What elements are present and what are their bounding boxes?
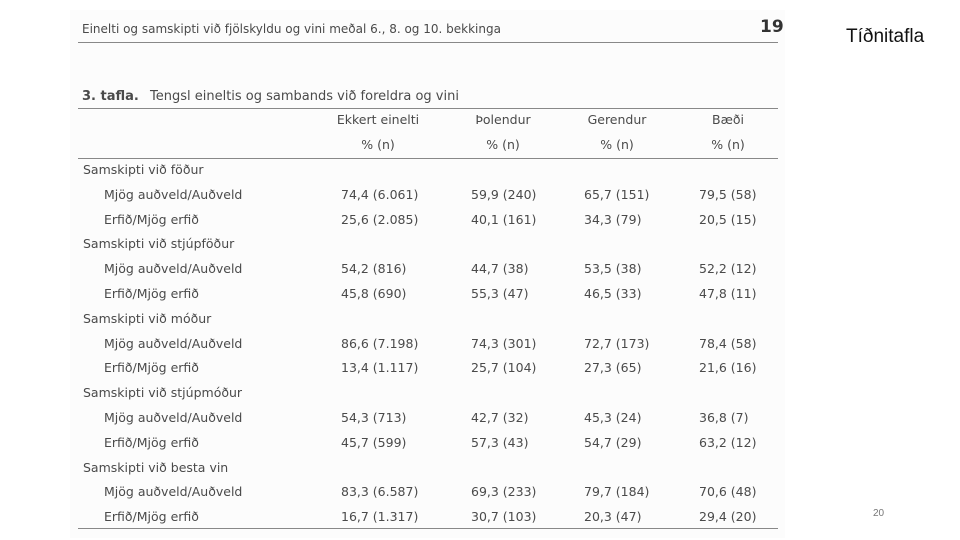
group-label: Samskipti við stjúpmóður bbox=[83, 385, 243, 401]
row-label: Erfið/Mjög erfið bbox=[104, 509, 199, 525]
row-label: Erfið/Mjög erfið bbox=[104, 286, 199, 301]
cell: 16,7 (1.317) bbox=[341, 509, 419, 525]
caption-label: 3. tafla. bbox=[82, 89, 139, 104]
group-label: Samskipti við móður bbox=[83, 310, 212, 326]
cell: 65,7 (151) bbox=[584, 186, 650, 202]
cell: 57,3 (43) bbox=[471, 434, 529, 450]
cell: 70,6 (48) bbox=[699, 484, 757, 500]
cell: 30,7 (103) bbox=[471, 509, 537, 525]
cell: 21,6 (16) bbox=[699, 360, 757, 376]
column-header: Ekkert einelti bbox=[336, 112, 420, 127]
cell: 59,9 (240) bbox=[471, 186, 537, 202]
cell: 86,6 (7.198) bbox=[341, 335, 419, 351]
row-label: Mjög auðveld/Auðveld bbox=[104, 186, 243, 202]
row-label: Mjög auðveld/Auðveld bbox=[104, 335, 243, 351]
cell: 44,7 (38) bbox=[471, 261, 529, 277]
cell: 25,7 (104) bbox=[471, 360, 537, 376]
cell: 72,7 (173) bbox=[584, 335, 650, 351]
cell: 45,3 (24) bbox=[584, 410, 642, 425]
cell: 46,5 (33) bbox=[584, 286, 642, 301]
rule bbox=[78, 108, 778, 109]
group-label: Samskipti við besta vin bbox=[83, 459, 229, 475]
cell: 63,2 (12) bbox=[699, 434, 757, 450]
slide-number: 20 bbox=[873, 508, 885, 519]
cell: 45,7 (599) bbox=[341, 434, 407, 450]
cell: 40,1 (161) bbox=[471, 211, 537, 227]
cell: 52,2 (12) bbox=[699, 261, 757, 277]
cell: 83,3 (6.587) bbox=[341, 484, 419, 500]
cell: 55,3 (47) bbox=[471, 286, 529, 301]
row-label: Mjög auðveld/Auðveld bbox=[104, 484, 243, 500]
row-label: Erfið/Mjög erfið bbox=[104, 360, 199, 376]
cell: 42,7 (32) bbox=[471, 410, 529, 425]
scanned-page bbox=[70, 10, 785, 538]
row-label: Mjög auðveld/Auðveld bbox=[104, 261, 243, 277]
row-label: Erfið/Mjög erfið bbox=[104, 211, 199, 227]
cell: 78,4 (58) bbox=[699, 335, 757, 351]
column-unit: % (n) bbox=[486, 137, 520, 152]
cell: 74,3 (301) bbox=[471, 335, 537, 351]
cell: 34,3 (79) bbox=[584, 211, 642, 227]
cell: 79,5 (58) bbox=[699, 186, 757, 202]
cell: 79,7 (184) bbox=[584, 484, 650, 500]
row-label: Mjög auðveld/Auðveld bbox=[104, 410, 243, 425]
group-label: Samskipti við föður bbox=[83, 162, 204, 177]
group-label: Samskipti við stjúpföður bbox=[83, 236, 235, 252]
rule bbox=[78, 158, 778, 159]
cell: 20,3 (47) bbox=[584, 509, 642, 525]
page-number: 19 bbox=[760, 17, 784, 37]
column-unit: % (n) bbox=[600, 137, 634, 152]
cell: 20,5 (15) bbox=[699, 211, 757, 227]
column-header: Gerendur bbox=[587, 112, 647, 127]
column-unit: % (n) bbox=[711, 137, 745, 152]
cell: 36,8 (7) bbox=[699, 410, 749, 425]
rule bbox=[78, 528, 778, 529]
header-title: Einelti og samskipti við fjölskyldu og v… bbox=[82, 22, 501, 36]
column-header: Bæði bbox=[712, 112, 744, 127]
cell: 29,4 (20) bbox=[699, 509, 757, 525]
row-label: Erfið/Mjög erfið bbox=[104, 434, 199, 450]
caption-text: Tengsl eineltis og sambands við foreldra… bbox=[150, 89, 459, 104]
cell: 53,5 (38) bbox=[584, 261, 642, 277]
column-header: Þolendur bbox=[475, 112, 531, 127]
cell: 13,4 (1.117) bbox=[341, 360, 419, 376]
cell: 47,8 (11) bbox=[699, 286, 757, 301]
cell: 54,3 (713) bbox=[341, 410, 407, 425]
slide-title: Tíðnitafla bbox=[846, 26, 925, 47]
cell: 27,3 (65) bbox=[584, 360, 642, 376]
cell: 45,8 (690) bbox=[341, 286, 407, 301]
column-unit: % (n) bbox=[361, 137, 395, 152]
cell: 69,3 (233) bbox=[471, 484, 537, 500]
cell: 54,7 (29) bbox=[584, 434, 642, 450]
cell: 54,2 (816) bbox=[341, 261, 407, 277]
cell: 74,4 (6.061) bbox=[341, 186, 419, 202]
rule bbox=[78, 42, 778, 43]
cell: 25,6 (2.085) bbox=[341, 211, 419, 227]
